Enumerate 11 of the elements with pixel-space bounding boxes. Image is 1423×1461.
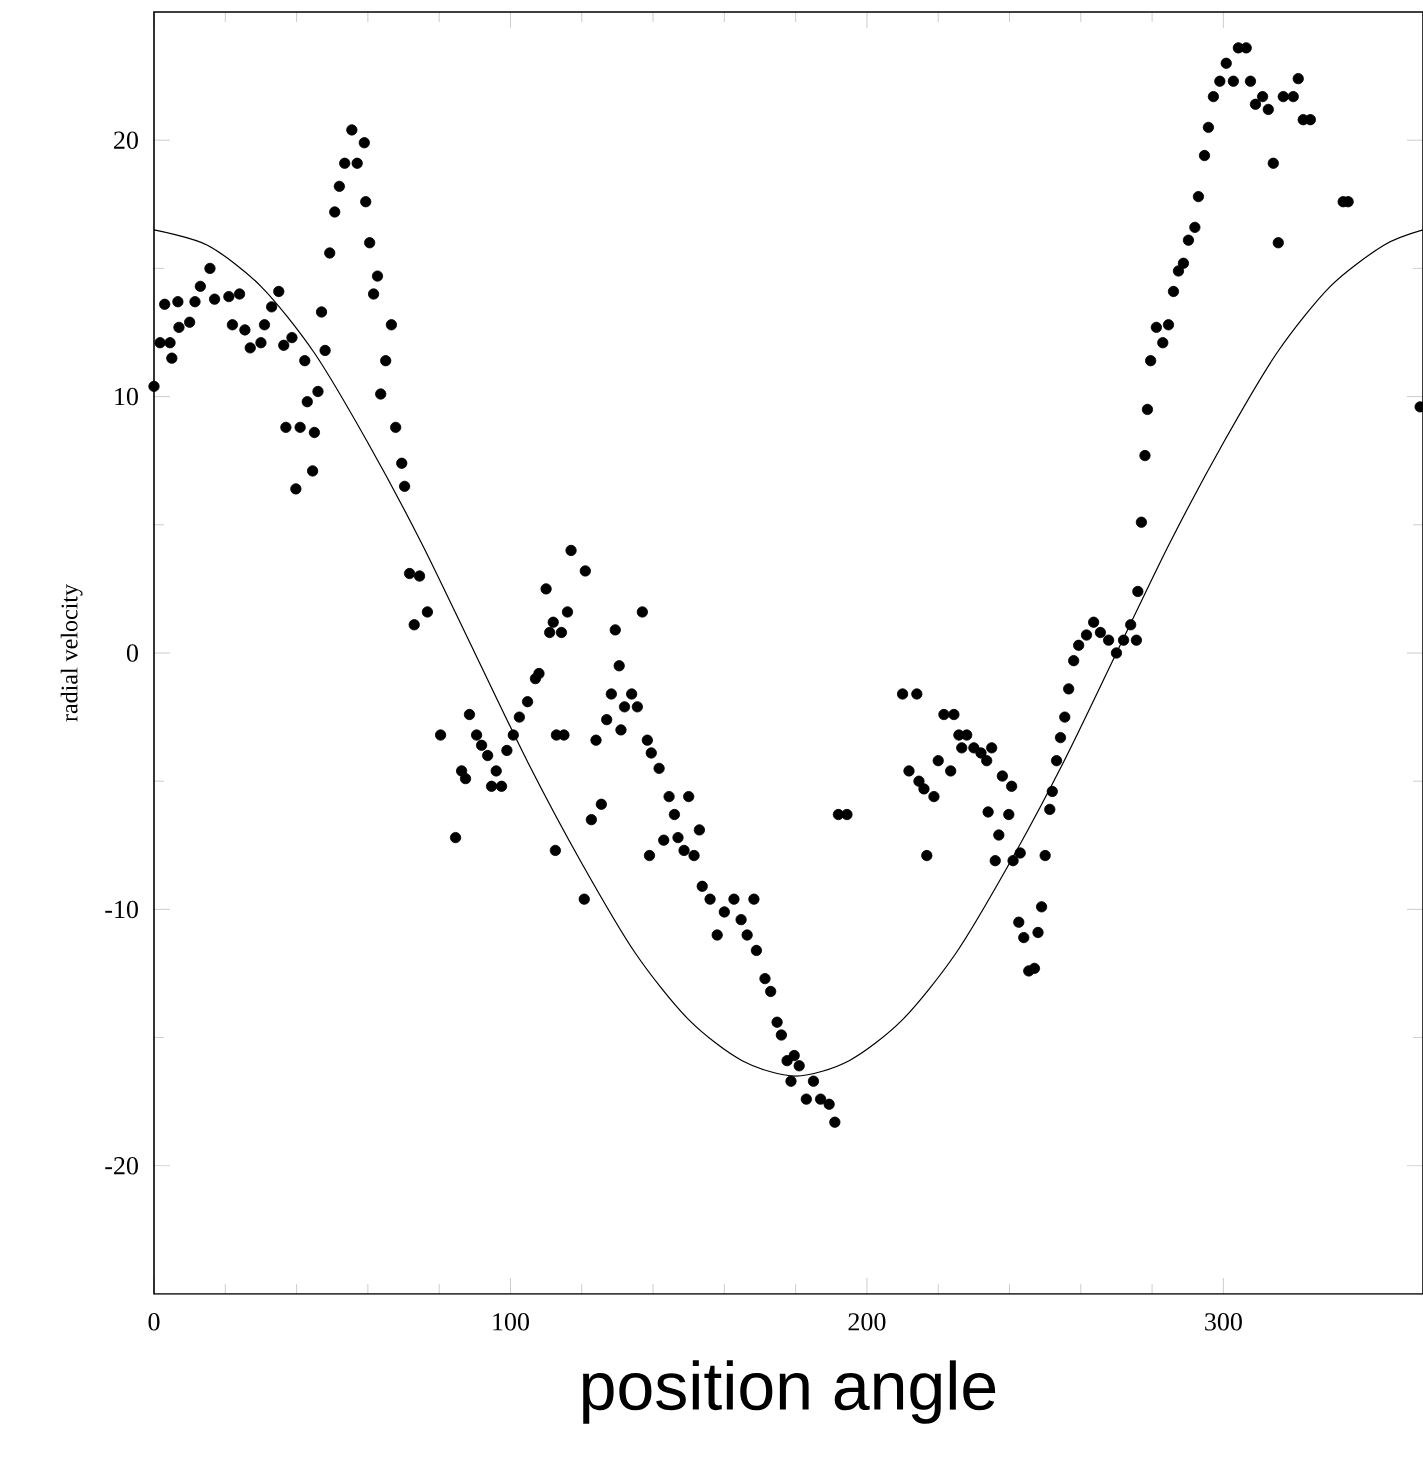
y-tick-label: 20 <box>114 131 138 149</box>
x-tick-label: 100 <box>493 1313 529 1331</box>
x-tick-label: 0 <box>148 1313 160 1331</box>
x-axis-title: position angle <box>583 1360 996 1424</box>
y-tick-label: 0 <box>126 644 138 662</box>
x-tick-label: 200 <box>848 1313 886 1331</box>
y-tick-label: -20 <box>105 1157 138 1175</box>
x-tick-label: 300 <box>1205 1313 1242 1331</box>
y-tick-label: 10 <box>115 387 138 406</box>
y-axis-title: radial velocity <box>60 584 83 722</box>
y-tick-label: -10 <box>105 900 138 919</box>
